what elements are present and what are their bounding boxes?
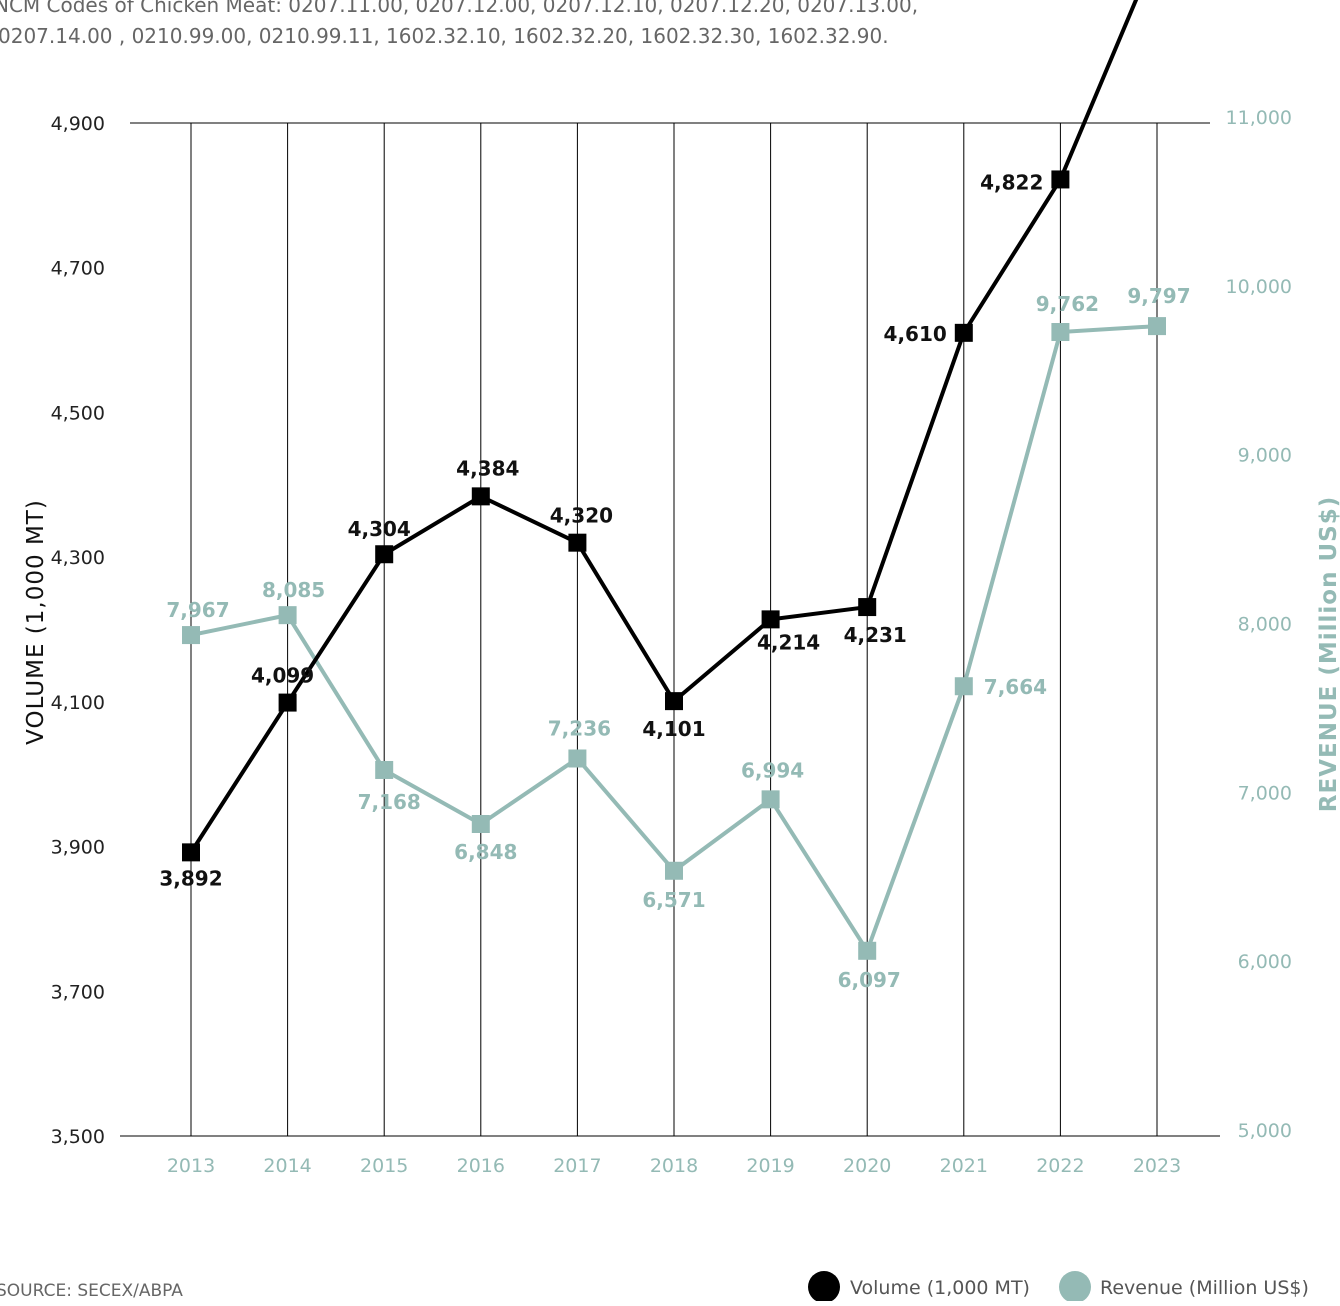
volume-marker xyxy=(858,598,877,617)
y-tick-label-right: 11,000 xyxy=(1226,107,1292,129)
y-tick-label-left: 4,300 xyxy=(51,547,105,569)
volume-marker xyxy=(182,843,200,862)
revenue-marker xyxy=(761,790,780,809)
volume-marker xyxy=(954,323,973,342)
volume-data-label: 4,610 xyxy=(884,322,947,346)
data-labels: 3,892 4,099 4,304 4,384 4,320 4,101 4,214 4,231… xyxy=(159,170,1190,992)
x-tick-label: 2015 xyxy=(360,1155,408,1177)
y-tick-label-right: 6,000 xyxy=(1238,951,1292,973)
revenue-data-label: 7,168 xyxy=(358,790,421,814)
revenue-marker xyxy=(182,626,200,645)
legend: Volume (1,000 MT) Revenue (Million US$) xyxy=(808,1271,1309,1303)
revenue-data-label: 9,762 xyxy=(1036,292,1099,316)
y-tick-label-left: 3,700 xyxy=(51,981,105,1003)
x-tick-label: 2020 xyxy=(843,1155,891,1177)
y-axis-title-right: REVENUE (Million US$) xyxy=(1316,496,1340,812)
revenue-marker xyxy=(1148,317,1166,336)
volume-marker xyxy=(278,693,297,712)
volume-data-label: 4,099 xyxy=(251,664,314,688)
x-tick-label: 2017 xyxy=(553,1155,601,1177)
revenue-marker xyxy=(1051,323,1070,342)
y-tick-label-left: 4,100 xyxy=(51,692,105,714)
volume-marker xyxy=(761,610,780,629)
volume-marker xyxy=(1051,170,1070,189)
volume-data-label: 4,304 xyxy=(348,517,411,541)
revenue-data-label: 8,085 xyxy=(262,578,325,602)
revenue-marker xyxy=(278,606,297,625)
y-tick-label-left: 3,500 xyxy=(51,1126,105,1148)
revenue-marker xyxy=(568,749,587,768)
legend-volume-swatch xyxy=(808,1271,840,1303)
x-tick-label: 2022 xyxy=(1036,1155,1084,1177)
ncm-note-line-1: NCM Codes of Chicken Meat: 0207.11.00, 0… xyxy=(0,0,918,17)
volume-marker xyxy=(665,692,683,711)
volume-data-label: 3,892 xyxy=(159,866,222,890)
axes: 2013 2014 2015 2016 2017 2018 2019 2020 2021 2022… xyxy=(51,107,1292,1177)
grid xyxy=(120,122,1220,1137)
revenue-data-label: 6,097 xyxy=(838,968,901,992)
series xyxy=(182,0,1166,960)
y-tick-label-left: 4,700 xyxy=(51,258,105,280)
revenue-data-label: 7,664 xyxy=(984,675,1047,699)
x-tick-label: 2021 xyxy=(940,1155,988,1177)
x-tick-label: 2016 xyxy=(457,1155,505,1177)
y-tick-label-right: 9,000 xyxy=(1238,445,1292,467)
volume-data-label: 4,214 xyxy=(757,630,820,654)
revenue-marker xyxy=(858,941,877,960)
legend-revenue-swatch xyxy=(1059,1271,1091,1303)
volume-marker xyxy=(568,533,587,552)
y-tick-label-right: 10,000 xyxy=(1226,276,1292,298)
volume-marker xyxy=(471,487,490,506)
ncm-note-line-2: 0207.14.00 , 0210.99.00, 0210.99.11, 160… xyxy=(0,24,889,48)
revenue-data-label: 6,994 xyxy=(741,758,804,782)
y-tick-label-right: 8,000 xyxy=(1238,614,1292,636)
revenue-data-label: 7,967 xyxy=(166,598,229,622)
x-tick-label: 2014 xyxy=(263,1155,311,1177)
y-tick-label-left: 4,900 xyxy=(51,113,105,135)
y-tick-label-right: 7,000 xyxy=(1238,782,1292,804)
volume-data-label: 4,384 xyxy=(456,456,519,480)
y-tick-label-left: 4,500 xyxy=(51,402,105,424)
x-tick-label: 2018 xyxy=(650,1155,698,1177)
revenue-data-label: 6,848 xyxy=(454,840,517,864)
legend-volume-label: Volume (1,000 MT) xyxy=(850,1277,1030,1299)
source-note: SOURCE: SECEX/ABPA xyxy=(0,1281,183,1301)
volume-data-label: 4,231 xyxy=(844,623,907,647)
revenue-data-label: 7,236 xyxy=(548,716,611,740)
revenue-data-label: 9,797 xyxy=(1127,284,1190,308)
y-tick-label-left: 3,900 xyxy=(51,837,105,859)
revenue-marker xyxy=(375,760,394,779)
volume-marker xyxy=(375,545,394,564)
revenue-marker xyxy=(665,861,683,880)
x-tick-label: 2019 xyxy=(746,1155,794,1177)
legend-revenue-label: Revenue (Million US$) xyxy=(1100,1277,1309,1299)
revenue-marker xyxy=(471,814,490,833)
volume-data-label: 4,822 xyxy=(980,170,1043,194)
x-tick-label: 2013 xyxy=(167,1155,215,1177)
volume-data-label: 4,101 xyxy=(642,717,705,741)
x-tick-label: 2023 xyxy=(1133,1155,1181,1177)
y-axis-title-left: VOLUME (1,000 MT) xyxy=(23,499,49,745)
revenue-data-label: 6,571 xyxy=(642,888,705,912)
revenue-marker xyxy=(954,677,973,696)
y-tick-label-right: 5,000 xyxy=(1238,1120,1292,1142)
volume-data-label: 4,320 xyxy=(550,504,613,528)
